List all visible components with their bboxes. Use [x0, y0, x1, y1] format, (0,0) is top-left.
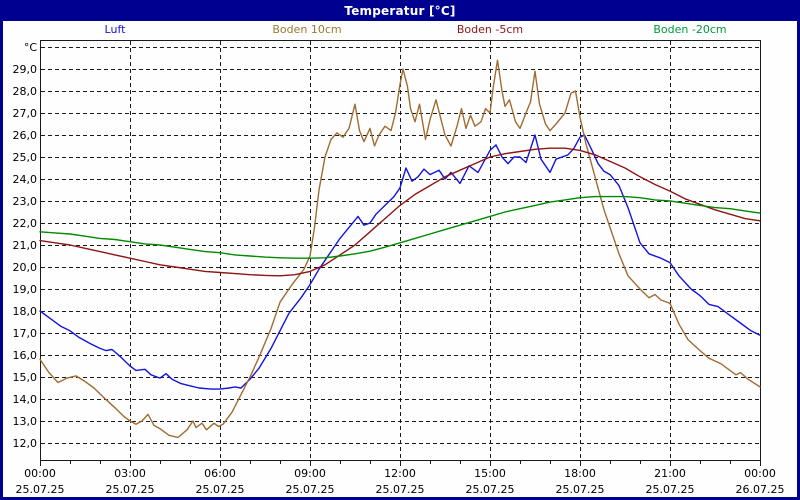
- legend-item-boden20: Boden -20cm: [653, 23, 727, 36]
- svg-text:16,0: 16,0: [13, 349, 38, 362]
- legend-item-luft: Luft: [104, 23, 126, 36]
- svg-text:26,0: 26,0: [13, 129, 38, 142]
- svg-text:06:00: 06:00: [204, 467, 236, 480]
- svg-text:21:00: 21:00: [654, 467, 686, 480]
- svg-text:18:00: 18:00: [564, 467, 596, 480]
- svg-text:00:00: 00:00: [24, 467, 56, 480]
- series-boden-20cm: [39, 195, 761, 259]
- svg-text:25.07.25: 25.07.25: [196, 483, 245, 496]
- svg-text:25,0: 25,0: [13, 151, 38, 164]
- svg-text:20,0: 20,0: [13, 261, 38, 274]
- x-axis-ticks: [40, 461, 761, 466]
- legend-item-boden5: Boden -5cm: [456, 23, 524, 36]
- svg-text:13,0: 13,0: [13, 415, 38, 428]
- svg-text:28,0: 28,0: [13, 85, 38, 98]
- svg-text:12,0: 12,0: [13, 437, 38, 450]
- svg-text:19,0: 19,0: [13, 283, 38, 296]
- svg-text:09:00: 09:00: [294, 467, 326, 480]
- y-axis-labels: °C 29,0 28,0 27,0 26,0 25,0 24,0 23,0 22,0 21,0 20…: [13, 41, 38, 450]
- svg-text:25.07.25: 25.07.25: [376, 483, 425, 496]
- svg-text:27,0: 27,0: [13, 107, 38, 120]
- svg-text:25.07.25: 25.07.25: [106, 483, 155, 496]
- svg-text:25.07.25: 25.07.25: [556, 483, 605, 496]
- series-boden-10cm: [39, 59, 761, 439]
- svg-text:21,0: 21,0: [13, 239, 38, 252]
- svg-text:15:00: 15:00: [474, 467, 506, 480]
- svg-text:25.07.25: 25.07.25: [16, 483, 65, 496]
- svg-text:°C: °C: [24, 41, 38, 54]
- svg-text:29,0: 29,0: [13, 63, 38, 76]
- svg-text:25.07.25: 25.07.25: [646, 483, 695, 496]
- title-bar: Temperatur [°C]: [0, 0, 800, 21]
- svg-text:25.07.25: 25.07.25: [286, 483, 335, 496]
- series-boden-5cm: [39, 147, 761, 277]
- series-luft: [39, 134, 761, 390]
- svg-text:25.07.25: 25.07.25: [466, 483, 515, 496]
- svg-text:23,0: 23,0: [13, 195, 38, 208]
- plot-border: [40, 40, 761, 461]
- legend: Luft Boden 10cm Boden -5cm Boden -20cm: [0, 22, 800, 38]
- svg-text:24,0: 24,0: [13, 173, 38, 186]
- chart-title: Temperatur [°C]: [344, 3, 456, 18]
- svg-text:15,0: 15,0: [13, 371, 38, 384]
- svg-text:14,0: 14,0: [13, 393, 38, 406]
- svg-text:22,0: 22,0: [13, 217, 38, 230]
- svg-text:18,0: 18,0: [13, 305, 38, 318]
- svg-text:17,0: 17,0: [13, 327, 38, 340]
- x-axis-labels: 00:00 25.07.25 03:00 25.07.25 06:00 25.07.25 0…: [16, 467, 785, 496]
- legend-item-boden10: Boden 10cm: [272, 23, 342, 36]
- svg-text:00:00: 00:00: [744, 467, 776, 480]
- svg-text:12:00: 12:00: [384, 467, 416, 480]
- gridlines: [40, 41, 759, 459]
- svg-text:03:00: 03:00: [114, 467, 146, 480]
- svg-text:26.07.25: 26.07.25: [736, 483, 785, 496]
